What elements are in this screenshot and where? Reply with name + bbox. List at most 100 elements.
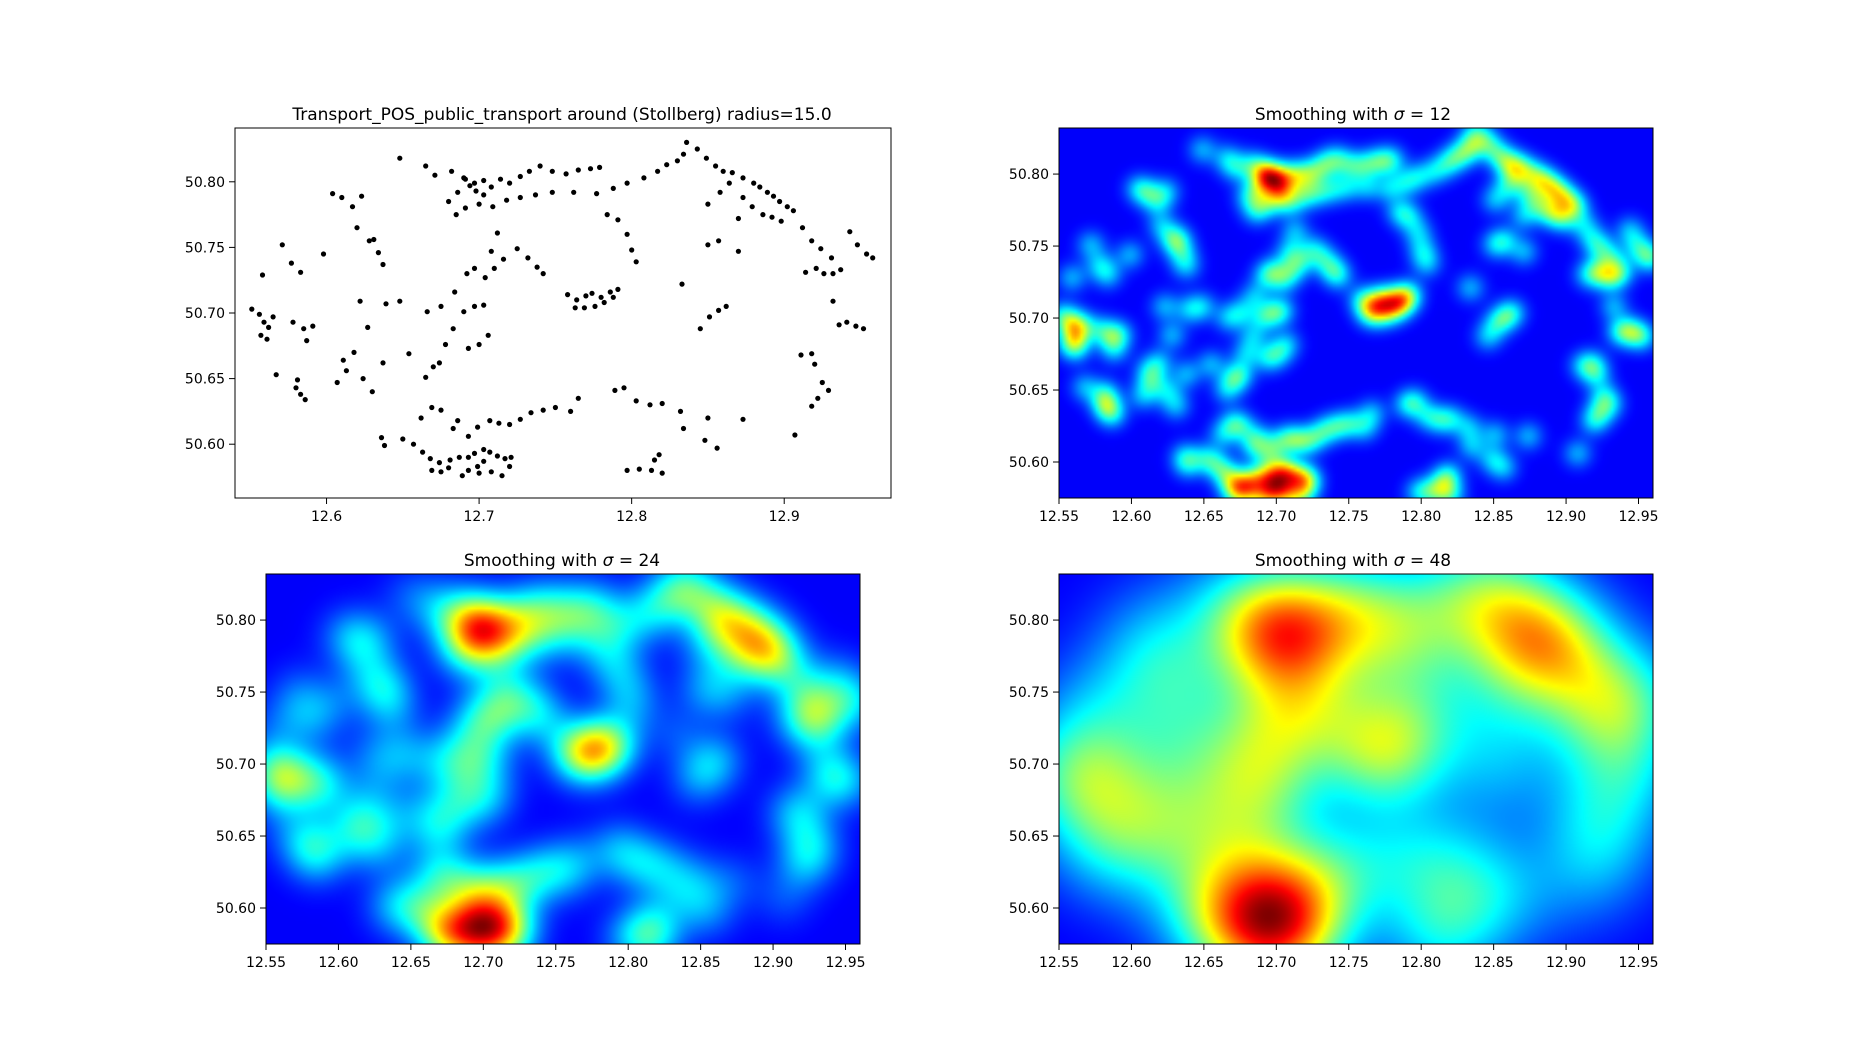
scatter-point — [735, 215, 742, 222]
x-tick-label: 12.70 — [1256, 509, 1296, 525]
scatter-point — [552, 404, 559, 411]
scatter-point — [830, 271, 836, 277]
scatter-point — [528, 410, 534, 416]
y-tick-label: 50.80 — [1009, 167, 1049, 183]
scatter-point — [735, 248, 742, 254]
x-tick-label: 12.55 — [1039, 509, 1079, 525]
scatter-point — [717, 189, 723, 195]
scatter-point — [256, 311, 262, 317]
scatter-point — [598, 294, 604, 300]
scatter-point — [427, 456, 433, 462]
scatter-point — [476, 201, 482, 207]
scatter-point — [720, 168, 726, 174]
scatter-point — [563, 171, 569, 177]
scatter-point — [815, 395, 821, 401]
scatter-point — [400, 436, 406, 442]
scatter-point — [473, 188, 479, 194]
scatter-point — [629, 247, 635, 253]
scatter-point — [777, 198, 783, 205]
scatter-point — [813, 265, 819, 271]
scatter-point — [500, 256, 507, 262]
scatter-point — [452, 289, 458, 295]
scatter-point — [471, 450, 478, 456]
heatmap-sigma-12-y-ticks: 50.60 50.65 50.70 50.75 50.80 — [1009, 167, 1059, 471]
scatter-point — [423, 163, 429, 169]
scatter-point — [870, 255, 876, 261]
scatter-point — [697, 326, 703, 332]
heatmap-sigma-12-frame — [1058, 127, 1654, 499]
heatmap-sigma-24-frame — [265, 573, 861, 945]
scatter-point — [446, 198, 452, 205]
scatter-point — [488, 469, 494, 475]
x-tick-label: 12.9 — [769, 509, 800, 525]
scatter-point — [784, 204, 790, 210]
y-tick-label: 50.75 — [216, 685, 256, 701]
scatter-point — [633, 398, 639, 404]
scatter-point — [461, 309, 467, 315]
scatter-point — [684, 139, 690, 145]
scatter-point — [549, 189, 555, 195]
scatter-point — [764, 189, 771, 195]
scatter-point — [575, 395, 581, 401]
heatmap-sigma-12-x-ticks: 12.55 12.60 12.65 12.70 12.75 12.80 12.85 12.90… — [1039, 498, 1659, 525]
scatter-point — [624, 467, 630, 473]
x-tick-label: 12.75 — [1329, 955, 1369, 971]
x-tick-label: 12.80 — [1401, 955, 1441, 971]
scatter-point — [418, 415, 424, 421]
scatter-point — [375, 250, 381, 256]
scatter-point — [589, 290, 595, 296]
scatter-point — [259, 272, 266, 278]
scatter-point — [705, 242, 711, 248]
scatter-point — [809, 238, 815, 244]
scatter-point — [514, 246, 520, 252]
scatter-point — [475, 424, 481, 430]
heatmap-sigma-12-title: Smoothing with σ = 12 — [1255, 105, 1451, 125]
x-tick-label: 12.85 — [1474, 509, 1514, 525]
scatter-point — [293, 385, 299, 391]
scatter-point — [298, 391, 304, 397]
scatter-point — [360, 376, 366, 382]
scatter-point — [534, 264, 540, 270]
scatter-point — [455, 189, 461, 195]
x-tick-label: 12.80 — [1401, 509, 1441, 525]
x-tick-label: 12.90 — [1546, 509, 1586, 525]
scatter-point — [854, 242, 861, 248]
scatter-point — [525, 255, 531, 261]
y-tick-label: 50.80 — [216, 613, 256, 629]
scatter-point — [828, 255, 835, 261]
y-tick-label: 50.60 — [1009, 901, 1049, 917]
scatter-point — [680, 151, 687, 157]
scatter-point — [298, 269, 304, 275]
x-tick-label: 12.75 — [1329, 509, 1369, 525]
scatter-point — [365, 324, 371, 330]
scatter-point — [258, 332, 264, 338]
scatter-point — [436, 360, 442, 366]
scatter-point — [809, 351, 815, 357]
scatter-point — [456, 454, 462, 460]
scatter-point — [442, 341, 449, 348]
scatter-title: Transport_POS_public_transport around (S… — [291, 105, 831, 125]
scatter-x-ticks: 12.6 12.7 12.8 12.9 — [311, 498, 800, 525]
scatter-point — [610, 294, 616, 300]
scatter-points — [249, 139, 876, 479]
x-tick-label: 12.85 — [1474, 955, 1514, 971]
y-tick-label: 50.75 — [1009, 239, 1049, 255]
scatter-point — [659, 470, 665, 476]
scatter-point — [465, 454, 471, 460]
scatter-point — [261, 319, 267, 325]
scatter-point — [565, 292, 571, 298]
y-tick-label: 50.70 — [1009, 757, 1049, 773]
scatter-point — [508, 454, 514, 460]
scatter-point — [583, 293, 589, 299]
scatter-point — [838, 267, 844, 273]
scatter-point — [475, 463, 481, 470]
scatter-point — [438, 303, 444, 309]
scatter-point — [429, 404, 435, 411]
heatmap-sigma-12-panel: Smoothing with σ = 12 12.55 12.60 12.65 12.… — [1009, 105, 1659, 525]
x-tick-label: 12.70 — [463, 955, 503, 971]
scatter-point — [540, 407, 546, 413]
scatter-point — [740, 175, 746, 181]
scatter-point — [655, 168, 661, 174]
scatter-point — [488, 248, 494, 254]
heatmap-sigma-24-title: Smoothing with σ = 24 — [464, 551, 660, 571]
